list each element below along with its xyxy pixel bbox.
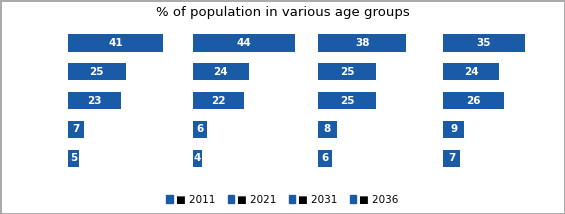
Bar bbox=[193, 92, 244, 109]
Text: 8: 8 bbox=[324, 124, 331, 134]
Bar bbox=[68, 63, 126, 80]
Text: 25: 25 bbox=[89, 67, 104, 77]
Text: 9: 9 bbox=[450, 124, 458, 134]
Text: 6: 6 bbox=[196, 124, 203, 134]
Text: 35: 35 bbox=[477, 38, 491, 48]
Legend: ■ 2011, ■ 2021, ■ 2031, ■ 2036: ■ 2011, ■ 2021, ■ 2031, ■ 2036 bbox=[162, 190, 403, 209]
Bar bbox=[444, 34, 524, 52]
Bar bbox=[193, 150, 202, 167]
Bar bbox=[193, 63, 249, 80]
Bar bbox=[444, 63, 499, 80]
Bar bbox=[444, 92, 504, 109]
Text: 7: 7 bbox=[72, 124, 80, 134]
Bar bbox=[68, 121, 84, 138]
Text: 24: 24 bbox=[214, 67, 228, 77]
Text: 38: 38 bbox=[355, 38, 370, 48]
Bar bbox=[318, 92, 376, 109]
Text: % of population in various age groups: % of population in various age groups bbox=[155, 6, 410, 19]
Text: 44: 44 bbox=[237, 38, 251, 48]
Text: 4: 4 bbox=[194, 153, 201, 163]
Text: 26: 26 bbox=[466, 96, 481, 106]
Text: 6: 6 bbox=[321, 153, 329, 163]
Text: 41: 41 bbox=[108, 38, 123, 48]
Bar bbox=[444, 150, 460, 167]
Bar bbox=[68, 34, 163, 52]
Text: 22: 22 bbox=[211, 96, 226, 106]
Bar bbox=[318, 150, 332, 167]
Bar bbox=[444, 121, 464, 138]
Bar bbox=[318, 34, 406, 52]
Text: 24: 24 bbox=[464, 67, 479, 77]
Bar bbox=[193, 121, 207, 138]
Text: 7: 7 bbox=[448, 153, 455, 163]
Text: 25: 25 bbox=[340, 96, 354, 106]
Text: 5: 5 bbox=[70, 153, 77, 163]
Bar bbox=[193, 34, 295, 52]
Bar bbox=[68, 150, 80, 167]
Bar bbox=[318, 63, 376, 80]
Text: 23: 23 bbox=[87, 96, 102, 106]
Bar bbox=[68, 92, 121, 109]
Bar bbox=[318, 121, 337, 138]
Text: 25: 25 bbox=[340, 67, 354, 77]
